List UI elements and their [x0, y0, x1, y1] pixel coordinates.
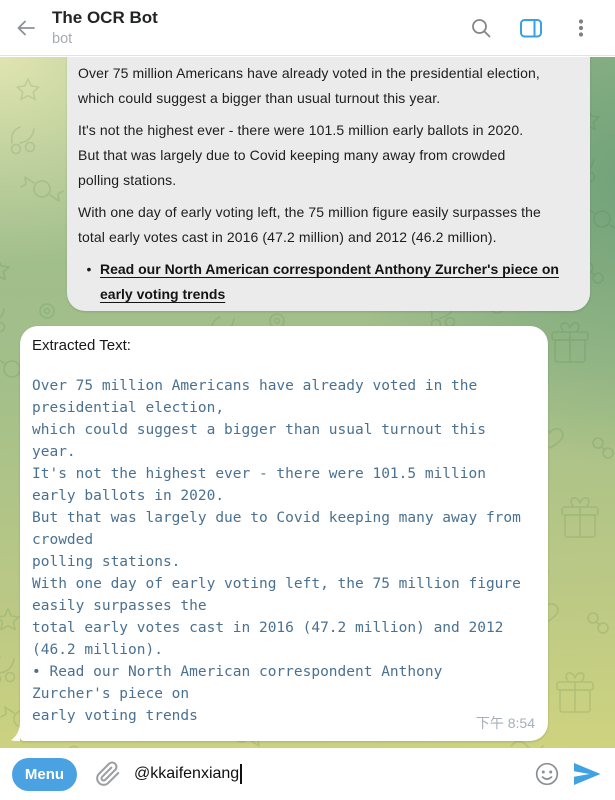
search-button[interactable]: [461, 8, 501, 48]
chat-subtitle: bot: [52, 30, 73, 47]
send-button[interactable]: [567, 754, 607, 794]
sidebar-toggle-button[interactable]: [511, 8, 551, 48]
search-icon: [472, 18, 491, 37]
message-input[interactable]: @kkaifenxiang: [134, 748, 527, 800]
back-button[interactable]: [0, 0, 52, 56]
attach-button[interactable]: [91, 757, 125, 791]
emoji-button[interactable]: [527, 754, 567, 794]
photo-text-paragraph: With one day of early voting left, the 7…: [78, 204, 541, 245]
extracted-text-heading: Extracted Text:: [32, 337, 131, 354]
chat-header: The OCR Bot bot: [0, 0, 615, 56]
sidebar-toggle-icon: [520, 18, 542, 37]
photo-bullet-item: • Read our North American correspondent …: [78, 257, 576, 307]
message-timestamp: 下午 8:54: [475, 715, 535, 731]
header-actions: [461, 8, 615, 48]
paperclip-icon: [96, 761, 120, 786]
photo-text-paragraph: It's not the highest ever - there were 1…: [78, 122, 524, 188]
photo-message[interactable]: Over 75 million Americans have already v…: [67, 57, 590, 311]
back-arrow-icon: [17, 20, 35, 35]
menu-button[interactable]: Menu: [12, 757, 77, 791]
kebab-menu-icon: [578, 18, 584, 37]
send-paper-plane-icon: [574, 763, 601, 785]
chat-title: The OCR Bot: [52, 8, 158, 28]
photo-text-paragraph: Over 75 million Americans have already v…: [78, 65, 540, 106]
text-caret: [240, 764, 242, 784]
extracted-text-body: Over 75 million Americans have already v…: [32, 378, 521, 724]
chat-profile-info[interactable]: The OCR Bot bot: [52, 7, 461, 47]
bot-message-bubble: Extracted Text: Over 75 million American…: [11, 326, 548, 741]
emoji-smiley-icon: [535, 762, 559, 786]
chat-message-area: Over 75 million Americans have already v…: [0, 57, 615, 748]
bullet-marker: •: [86, 261, 92, 277]
bubble-tail: [11, 723, 20, 741]
more-menu-button[interactable]: [561, 8, 601, 48]
message-input-value: @kkaifenxiang: [134, 765, 240, 782]
message-composer: Menu @kkaifenxiang: [0, 748, 615, 800]
article-link[interactable]: Read our North American correspondent An…: [100, 261, 559, 302]
